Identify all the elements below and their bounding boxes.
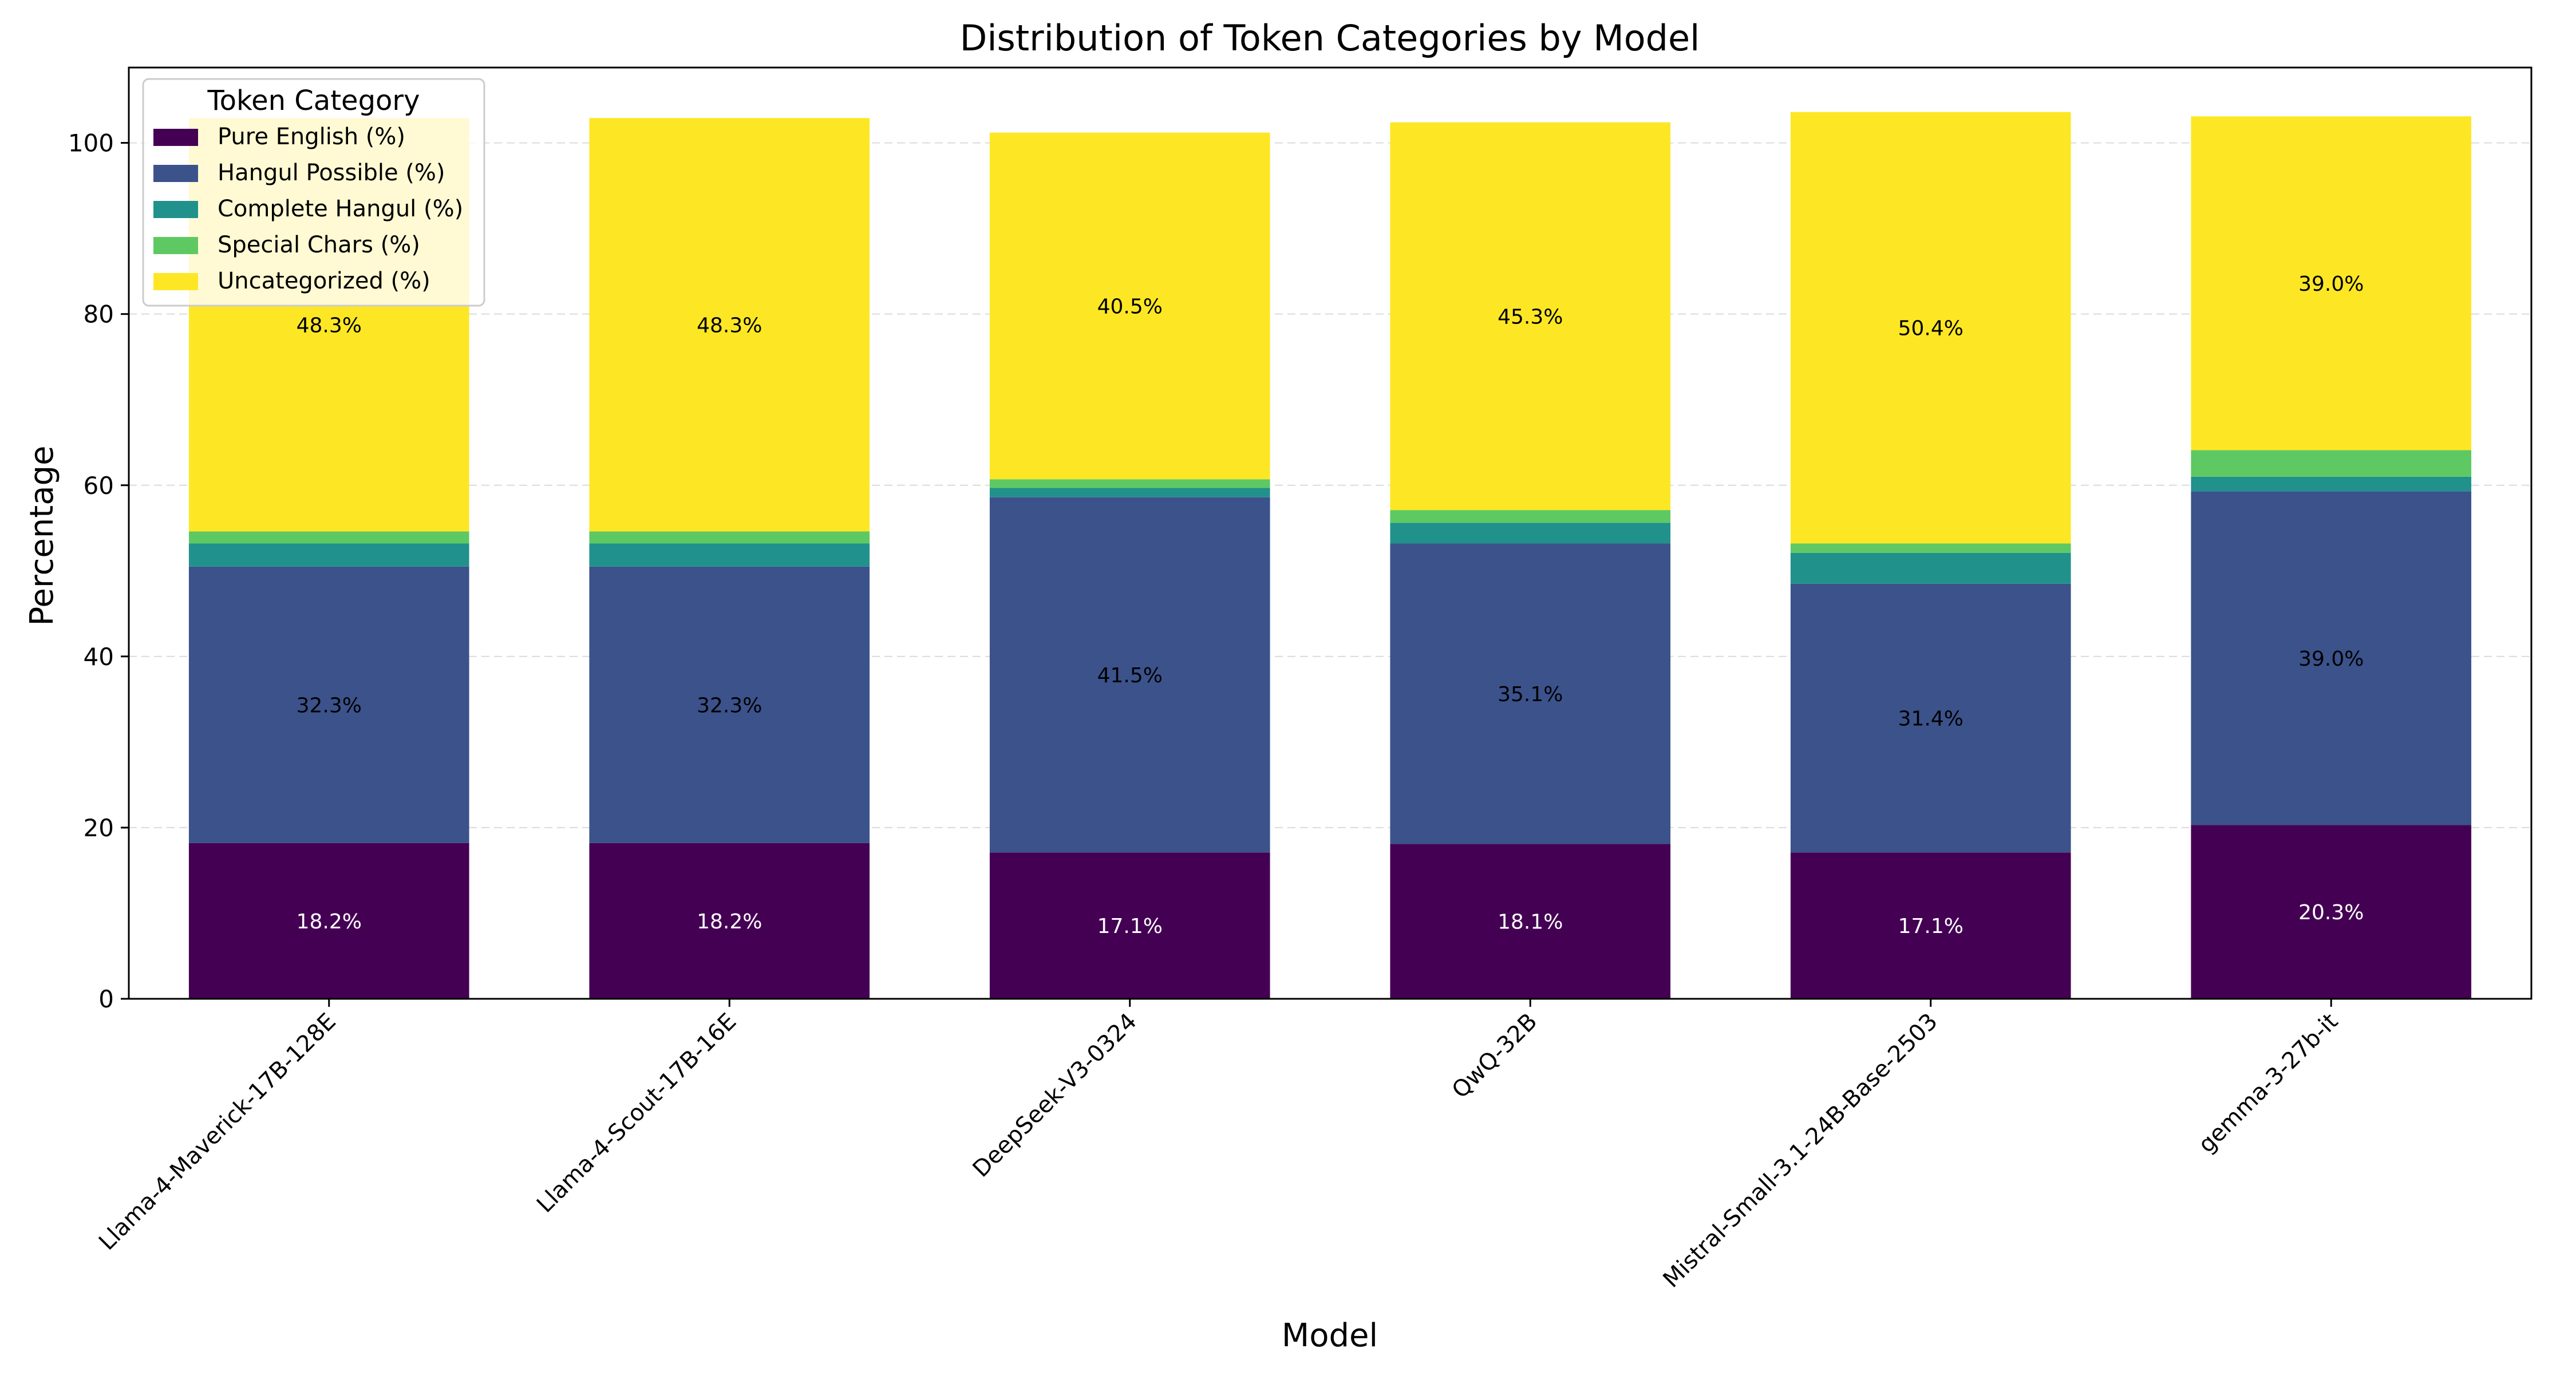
legend: Token Category Pure English (%) Hangul Po…: [142, 78, 485, 307]
bar-segment: [989, 132, 1270, 480]
legend-items: Pure English (%) Hangul Possible (%) Compl…: [153, 124, 463, 294]
bar-segment: [589, 543, 870, 567]
bar-segment: [1790, 583, 2071, 853]
bar-segment: [1390, 543, 1671, 844]
bar-segment: [2191, 491, 2472, 825]
data-labels: 18.2% 32.3% 48.3% 18.2% 32.3% 48.3% 17.1% 41.5%…: [297, 272, 2364, 938]
legend-label: Pure English (%): [218, 124, 405, 150]
data-label: 40.5%: [1097, 295, 1163, 318]
bar-segment: [188, 843, 469, 999]
y-tick-label: 60: [84, 472, 114, 500]
data-label: 41.5%: [1097, 664, 1163, 687]
legend-swatch: [153, 129, 198, 146]
bar-segment: [589, 566, 870, 843]
legend-label: Uncategorized (%): [218, 268, 430, 294]
bar-segment: [188, 543, 469, 567]
legend-box: [142, 78, 485, 307]
legend-swatch: [153, 237, 198, 254]
plot-area-frame: [128, 66, 2532, 1000]
data-label: 18.1%: [1498, 911, 1563, 934]
legend-swatch: [153, 201, 198, 218]
data-label: 18.2%: [697, 910, 762, 934]
bar-segment: [989, 497, 1270, 853]
bar-segment: [1390, 523, 1671, 544]
data-label: 48.3%: [297, 314, 362, 337]
data-label: 35.1%: [1498, 683, 1563, 706]
y-axis: 0 20 40 60 80 100: [68, 129, 129, 1013]
bar-segment: [188, 566, 469, 843]
data-label: 18.2%: [297, 910, 362, 934]
y-axis-label: Percentage: [23, 445, 61, 626]
bar-segment: [1790, 543, 2071, 553]
bar-segment: [2191, 450, 2472, 477]
data-label: 32.3%: [697, 694, 762, 717]
bar-segment: [2191, 116, 2472, 450]
legend-swatch: [153, 165, 198, 182]
legend-label: Special Chars (%): [218, 232, 420, 258]
y-tick-label: 0: [98, 985, 114, 1013]
bar-segment: [989, 479, 1270, 488]
data-label: 48.3%: [697, 314, 762, 337]
y-tick-label: 40: [84, 643, 114, 671]
data-label: 32.3%: [297, 694, 362, 717]
data-label: 17.1%: [1898, 915, 1963, 938]
data-label: 17.1%: [1097, 915, 1163, 938]
data-label: 39.0%: [2298, 272, 2364, 296]
legend-label: Hangul Possible (%): [218, 160, 445, 186]
bar-segment: [989, 488, 1270, 497]
bar-segment: [1390, 510, 1671, 523]
bar-segment: [1390, 122, 1671, 511]
bar-segment: [1790, 552, 2071, 584]
data-label: 20.3%: [2298, 901, 2364, 924]
bar-segment: [188, 531, 469, 544]
grid-lines: [129, 142, 2531, 828]
data-label: 31.4%: [1898, 707, 1963, 731]
legend-title: Token Category: [207, 85, 420, 117]
legend-swatch: [153, 273, 198, 290]
data-label: 39.0%: [2298, 647, 2364, 671]
legend-label: Complete Hangul (%): [218, 196, 463, 222]
y-tick-label: 20: [84, 814, 114, 842]
bar-segment: [1790, 852, 2071, 999]
bar-segment: [2191, 825, 2472, 999]
chart-title: Distribution of Token Categories by Mode…: [960, 17, 1700, 59]
bar-segment: [2191, 476, 2472, 492]
bar-segment: [589, 531, 870, 544]
bar-segment: [589, 118, 870, 532]
x-axis-label: Model: [1282, 1317, 1378, 1354]
y-tick-label: 100: [68, 129, 114, 157]
bar-segment: [589, 843, 870, 999]
bar-segment: [1790, 112, 2071, 544]
data-label: 45.3%: [1498, 305, 1563, 329]
y-tick-label: 80: [84, 300, 114, 329]
data-label: 50.4%: [1898, 317, 1963, 341]
bar-segment: [1390, 844, 1671, 999]
bar-segment: [989, 852, 1270, 999]
